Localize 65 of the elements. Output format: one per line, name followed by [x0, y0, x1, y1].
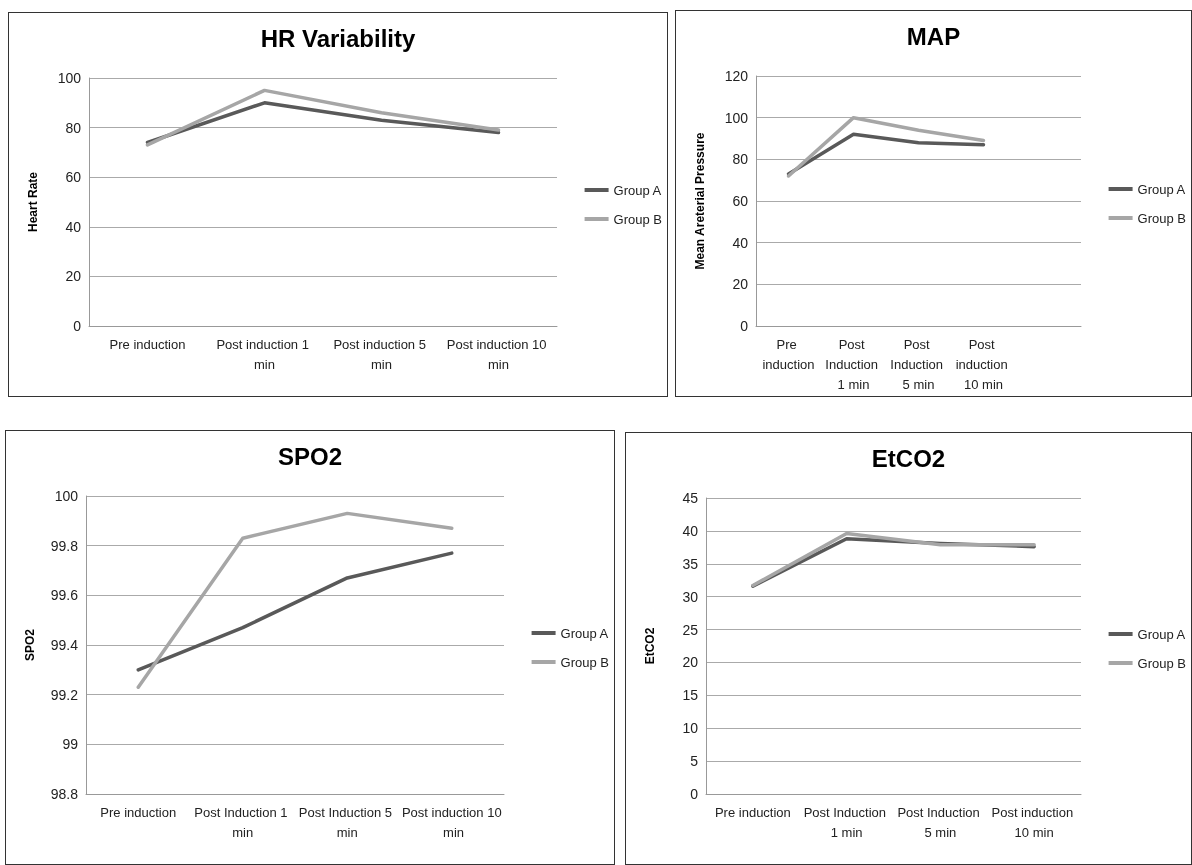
x-tick-label: Post induction 10 min: [991, 804, 1077, 840]
legend-label: Group A: [560, 625, 609, 641]
chart-title: HR Variability: [260, 24, 417, 52]
x-tick-label: Post induction 5 min: [333, 336, 430, 372]
y-tick-label: 0: [740, 318, 749, 334]
y-tick-label: 100: [54, 488, 79, 504]
y-tick-label: 30: [682, 588, 699, 605]
y-tick-label: 10: [682, 720, 699, 737]
y-tick-label: 99.2: [50, 686, 79, 703]
x-tick-label: Pre induction: [100, 804, 177, 820]
line-series: [136, 551, 454, 672]
y-tick-label: 60: [732, 193, 749, 209]
x-tick-label: Post Induction 1 min: [194, 804, 292, 840]
y-tick-label: 35: [682, 555, 699, 572]
y-tick-label: 15: [682, 687, 699, 704]
y-tick-label: 45: [682, 490, 699, 506]
legend-label: Group B: [1137, 655, 1187, 671]
y-axis-title: EtCO2: [643, 627, 657, 665]
x-tick-label: Post Induction 1 min: [825, 336, 882, 392]
legend-label: Group B: [1137, 210, 1187, 226]
y-tick-label: 0: [690, 786, 699, 802]
y-tick-label: 98.8: [50, 786, 79, 802]
y-tick-label: 40: [682, 522, 699, 539]
y-axis-title: Heart Rate: [26, 171, 40, 233]
legend-label: Group A: [613, 182, 662, 198]
chart-title: EtCO2: [871, 444, 946, 472]
chart-title: MAP: [906, 22, 961, 50]
y-tick-label: 20: [682, 654, 699, 671]
x-tick-label: Pre induction: [762, 336, 815, 372]
y-tick-label: 40: [65, 218, 82, 235]
y-tick-label: 5: [690, 753, 699, 770]
x-tick-label: Post Induction 5 min: [890, 336, 947, 392]
y-tick-label: 20: [732, 276, 749, 293]
y-tick-label: 80: [732, 151, 749, 168]
legend-label: Group A: [1137, 181, 1186, 197]
x-tick-label: Post Induction 5 min: [298, 804, 396, 840]
line-series: [145, 101, 501, 145]
legend-label: Group B: [613, 211, 663, 227]
legend-label: Group B: [560, 654, 610, 670]
y-tick-label: 100: [724, 109, 749, 126]
line-series: [786, 132, 986, 176]
legend-label: Group A: [1137, 626, 1186, 642]
y-tick-label: 99.6: [50, 587, 79, 604]
x-tick-label: Post Induction 5 min: [897, 804, 984, 840]
x-tick-label: Post induction 10 min: [446, 336, 551, 372]
y-tick-label: 25: [682, 621, 699, 638]
chart-title: SPO2: [277, 442, 343, 470]
x-tick-label: Pre induction: [714, 804, 791, 820]
y-tick-label: 20: [65, 268, 82, 285]
x-tick-label: Post Induction 1 min: [803, 804, 890, 840]
x-tick-label: Post induction 1 min: [216, 336, 313, 372]
y-tick-label: 100: [57, 70, 82, 86]
y-tick-label: 120: [724, 68, 749, 84]
y-tick-label: 40: [732, 234, 749, 251]
x-tick-label: Post induction 10 min: [401, 804, 502, 840]
y-tick-label: 80: [65, 119, 82, 136]
y-tick-label: 99.8: [50, 537, 79, 554]
y-tick-label: 0: [73, 318, 82, 334]
y-tick-label: 99: [62, 736, 79, 753]
x-tick-label: Pre induction: [109, 336, 186, 352]
y-tick-label: 60: [65, 169, 82, 186]
y-axis-title: SPO2: [23, 628, 37, 662]
y-tick-label: 99.4: [50, 637, 79, 653]
x-tick-label: Post induction 10 min: [955, 336, 1012, 392]
y-axis-title: Mean Areterial Pressure: [693, 132, 707, 270]
